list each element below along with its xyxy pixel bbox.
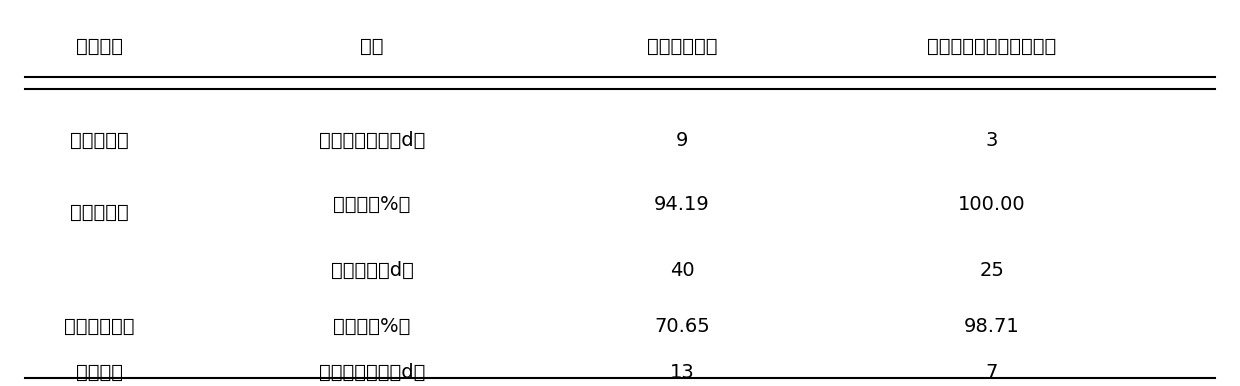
Text: 98.71: 98.71 — [965, 317, 1019, 336]
Text: 暗培养与光照培养相结合: 暗培养与光照培养相结合 — [928, 37, 1056, 56]
Text: 种子萌发率: 种子萌发率 — [69, 131, 129, 151]
Text: 100.00: 100.00 — [959, 195, 1025, 214]
Text: 诱导时间（d）: 诱导时间（d） — [331, 261, 413, 280]
Text: 最早萌发时间（d）: 最早萌发时间（d） — [319, 131, 425, 151]
Text: 愈伤组织诱导: 愈伤组织诱导 — [64, 317, 134, 336]
Text: 最早生根时间（d）: 最早生根时间（d） — [319, 363, 425, 382]
Text: 7: 7 — [986, 363, 998, 382]
Text: （无菌苗）: （无菌苗） — [69, 203, 129, 222]
Text: 常规方式培养: 常规方式培养 — [647, 37, 717, 56]
Text: 培养阶段: 培养阶段 — [76, 37, 123, 56]
Text: 94.19: 94.19 — [655, 195, 709, 214]
Text: 3: 3 — [986, 131, 998, 151]
Text: 生根培养: 生根培养 — [76, 363, 123, 382]
Text: 13: 13 — [670, 363, 694, 382]
Text: 25: 25 — [980, 261, 1004, 280]
Text: 诱导率（%）: 诱导率（%） — [334, 317, 410, 336]
Text: 70.65: 70.65 — [655, 317, 709, 336]
Text: 参数: 参数 — [361, 37, 383, 56]
Text: 萌发率（%）: 萌发率（%） — [334, 195, 410, 214]
Text: 9: 9 — [676, 131, 688, 151]
Text: 40: 40 — [670, 261, 694, 280]
